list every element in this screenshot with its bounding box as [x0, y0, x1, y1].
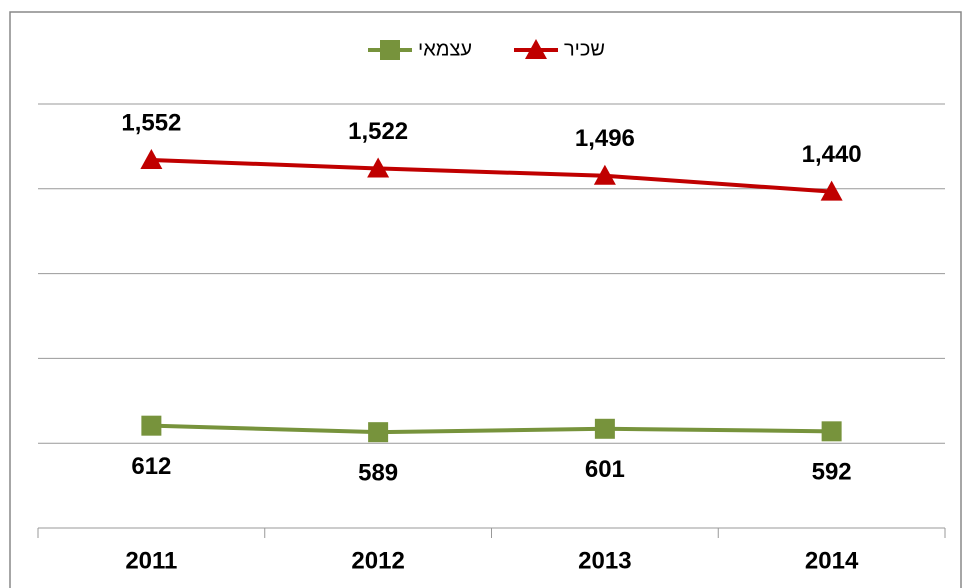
x-tick-label: 2011 — [125, 547, 177, 574]
series-line — [151, 423, 832, 435]
point-marker — [820, 180, 843, 201]
legend-marker — [380, 40, 400, 60]
legend-label: שכיר — [564, 38, 605, 60]
data-label: 1,496 — [575, 125, 635, 152]
legend-label: עצמאי — [418, 38, 472, 60]
point-marker — [367, 157, 390, 178]
data-label: 1,440 — [802, 141, 862, 168]
point-marker — [140, 148, 163, 169]
x-tick-label: 2013 — [578, 547, 631, 574]
point-marker — [593, 164, 616, 185]
data-label: 592 — [812, 459, 852, 486]
chart-frame — [9, 11, 962, 588]
point-marker — [368, 422, 389, 443]
point-marker — [594, 418, 615, 439]
point-marker — [821, 421, 842, 442]
data-label: 589 — [358, 460, 398, 487]
legend-marker — [525, 39, 547, 59]
data-label: 612 — [131, 453, 171, 480]
data-label: 1,552 — [121, 109, 181, 136]
point-marker — [141, 415, 162, 436]
data-label: 1,522 — [348, 118, 408, 145]
series-line — [151, 157, 832, 194]
x-tick-label: 2014 — [805, 547, 859, 574]
data-label: 601 — [585, 456, 625, 483]
x-tick-label: 2012 — [351, 547, 404, 574]
